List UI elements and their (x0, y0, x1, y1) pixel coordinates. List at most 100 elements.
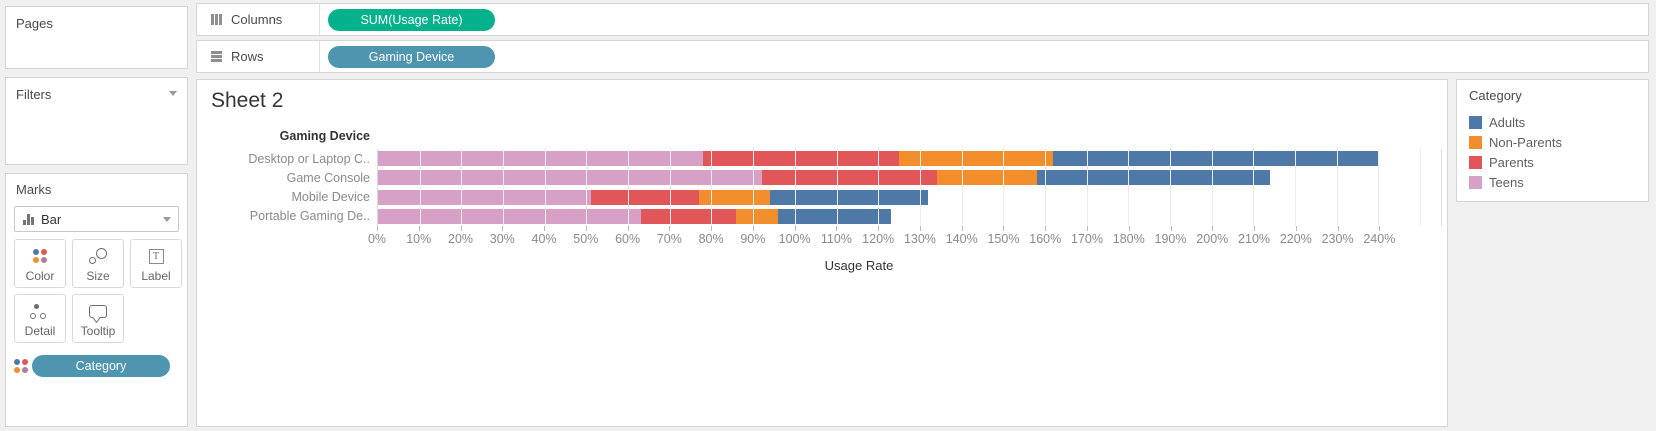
bar-segment-teens[interactable] (378, 151, 704, 166)
gridline (1378, 149, 1380, 226)
legend-item-adults[interactable]: Adults (1469, 112, 1636, 132)
row-label[interactable]: Mobile Device (291, 190, 370, 205)
axis-tick-label: 180% (1112, 232, 1145, 246)
color-button[interactable]: Color (14, 239, 66, 288)
detail-icon (30, 302, 50, 320)
filters-shelf[interactable]: Filters (5, 77, 188, 165)
legend-item-non-parents[interactable]: Non-Parents (1469, 132, 1636, 152)
axis-tick-label: 60% (615, 232, 641, 246)
bar-segment-parents[interactable] (703, 151, 900, 166)
axis-tick-label: 80% (698, 232, 724, 246)
gridline (1420, 149, 1422, 226)
axis-tick (460, 226, 462, 231)
legend-swatch (1469, 175, 1482, 189)
axis-tick-label: 90% (740, 232, 766, 246)
bar-segment-non-parents[interactable] (736, 208, 779, 224)
tooltip-button[interactable]: Tooltip (72, 294, 124, 343)
gridline (544, 149, 546, 226)
gaming-device-pill[interactable]: Gaming Device (328, 45, 495, 68)
axis-tick-label: 100% (778, 232, 811, 246)
rows-shelf[interactable]: Rows Gaming Device (196, 40, 1649, 73)
gridline (1170, 149, 1172, 226)
axis-tick (1212, 226, 1214, 231)
legend-item-teens[interactable]: Teens (1469, 172, 1636, 192)
bar-chart-icon (23, 213, 34, 225)
detail-button[interactable]: Detail (14, 294, 66, 343)
label-button-label: Label (141, 269, 171, 283)
gridline (961, 149, 963, 226)
axis-tick-label: 170% (1071, 232, 1103, 246)
bar-segment-non-parents[interactable] (936, 170, 1037, 186)
axis-tick (1128, 226, 1130, 231)
gridline (586, 149, 588, 226)
gridline (1211, 149, 1213, 226)
worksheet-view: Sheet 2 Gaming Device Desktop or Laptop … (196, 79, 1448, 427)
columns-icon (211, 14, 222, 25)
marks-title: Marks (16, 182, 52, 197)
label-button[interactable]: T Label (130, 239, 182, 288)
gridline (753, 149, 755, 226)
gridline (711, 149, 713, 226)
shelf-divider (319, 41, 320, 72)
bar-segment-teens[interactable] (378, 208, 641, 224)
axis-tick (1254, 226, 1256, 231)
row-label[interactable]: Portable Gaming De.. (249, 209, 370, 224)
gridline (503, 149, 505, 226)
filters-menu-caret-icon[interactable] (169, 91, 177, 96)
size-icon (89, 247, 107, 265)
axis-tick (961, 226, 963, 231)
bar-segment-adults[interactable] (1036, 170, 1271, 186)
mark-type-value: Bar (41, 211, 62, 227)
legend-item-parents[interactable]: Parents (1469, 152, 1636, 172)
axis-tick (669, 226, 671, 231)
columns-label: Columns (231, 12, 283, 27)
row-labels: Desktop or Laptop C.. Game Console Mobile … (197, 149, 377, 248)
bar-segment-parents[interactable] (640, 208, 737, 224)
mark-type-caret-icon[interactable] (156, 207, 178, 231)
stacked-bar (378, 170, 1441, 186)
bar-segment-adults[interactable] (769, 189, 929, 205)
axis-tick (418, 226, 420, 231)
bar-row (378, 207, 1441, 226)
sum-usage-rate-pill[interactable]: SUM(Usage Rate) (328, 8, 495, 31)
row-label[interactable]: Game Console (286, 170, 370, 185)
row-label[interactable]: Desktop or Laptop C.. (248, 151, 370, 166)
pane-wrap: 0% 10% 20% 30% 40% 50% 60% 70% 80% 90% 100% 110% 120… (368, 149, 1442, 248)
bar-row (378, 168, 1441, 187)
legend-swatch (1469, 115, 1482, 129)
axis-tick-label: 50% (573, 232, 599, 246)
bar-segment-non-parents[interactable] (899, 151, 1054, 166)
size-button[interactable]: Size (72, 239, 124, 288)
category-pill[interactable]: Category (32, 355, 170, 377)
bar-segment-parents[interactable] (761, 170, 937, 186)
bar-segment-parents[interactable] (590, 189, 699, 205)
axis-tick-label: 220% (1279, 232, 1312, 246)
axis-tick (794, 226, 796, 231)
gridline (878, 149, 880, 226)
bar-segment-teens[interactable] (378, 189, 591, 205)
gridline (794, 149, 796, 226)
axis-tick-label: 40% (531, 232, 557, 246)
bar-segment-adults[interactable] (778, 208, 891, 224)
bar-segment-teens[interactable] (378, 170, 762, 186)
color-icon (33, 247, 47, 265)
legend-label: Non-Parents (1489, 134, 1562, 150)
color-legend[interactable]: Category Adults Non-Parents Parents Teens (1456, 79, 1649, 202)
bars-container (378, 149, 1441, 226)
axis-tick (1045, 226, 1047, 231)
axis-tick-label: 140% (945, 232, 978, 246)
axis-tick-label: 130% (903, 232, 936, 246)
chart-pane (377, 149, 1442, 226)
legend-items: Adults Non-Parents Parents Teens (1469, 112, 1636, 192)
pages-shelf[interactable]: Pages (5, 6, 188, 69)
columns-shelf[interactable]: Columns SUM(Usage Rate) (196, 3, 1649, 36)
axis-tick-label: 200% (1196, 232, 1229, 246)
color-button-label: Color (25, 269, 55, 283)
mark-type-dropdown[interactable]: Bar (14, 206, 179, 232)
gridline (836, 149, 838, 226)
shelf-divider (319, 4, 320, 35)
stacked-bar (378, 151, 1441, 166)
bar-segment-adults[interactable] (1053, 151, 1379, 166)
bar-segment-non-parents[interactable] (698, 189, 770, 205)
